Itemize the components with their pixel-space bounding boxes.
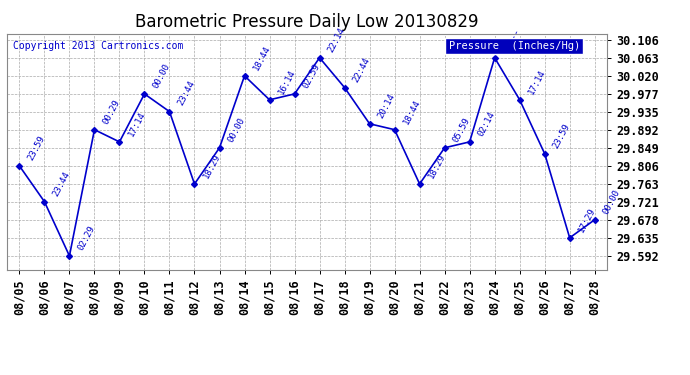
Text: 23:59: 23:59 [26,134,47,162]
Text: 22:44: 22:44 [351,56,372,84]
Text: 23:59: 23:59 [551,122,572,150]
Text: 00:00: 00:00 [602,188,622,216]
Text: 18:29: 18:29 [426,152,447,180]
Text: 00:00: 00:00 [226,116,247,144]
Text: 18:44: 18:44 [402,98,422,126]
Text: Copyright 2013 Cartronics.com: Copyright 2013 Cartronics.com [13,41,184,51]
Text: 16:14: 16:14 [277,68,297,96]
Text: 02:14: 02:14 [477,110,497,138]
Text: 02:59: 02:59 [302,62,322,90]
Text: 18:44: 18:44 [251,44,272,72]
Text: 17:14: 17:14 [126,110,147,138]
Title: Barometric Pressure Daily Low 20130829: Barometric Pressure Daily Low 20130829 [135,13,479,31]
Text: 18:29: 18:29 [201,152,222,180]
Text: 22:14: 22:14 [326,26,347,54]
Text: Pressure  (Inches/Hg): Pressure (Inches/Hg) [448,41,580,51]
Text: 18:--: 18:-- [502,26,522,54]
Text: 00:29: 00:29 [101,98,122,126]
Text: 02:29: 02:29 [77,224,97,252]
Text: 00:00: 00:00 [151,62,172,90]
Text: 05:59: 05:59 [451,116,472,144]
Text: 23:44: 23:44 [51,170,72,198]
Text: 23:44: 23:44 [177,80,197,107]
Text: 17:29: 17:29 [577,206,597,234]
Text: 20:14: 20:14 [377,92,397,120]
Text: 17:14: 17:14 [526,68,547,96]
